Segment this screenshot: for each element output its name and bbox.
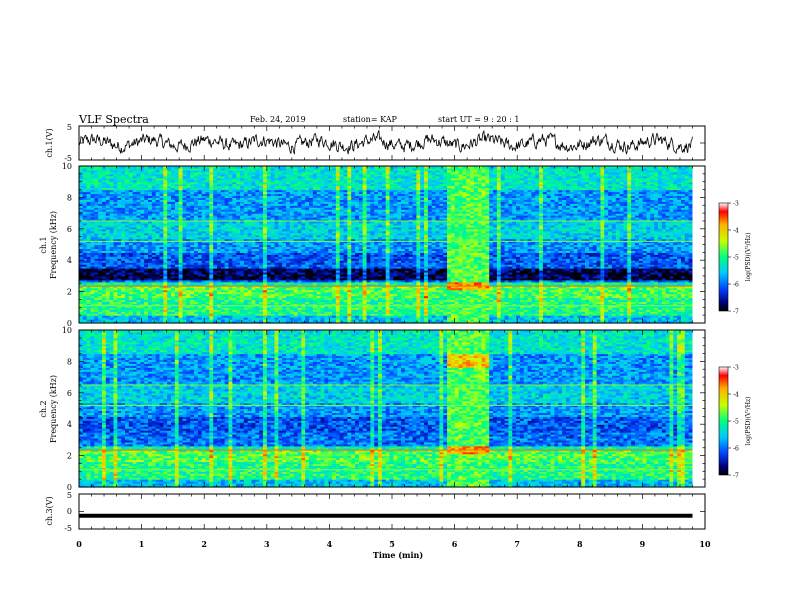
vlf-spectra-figure: VLF Spectra Feb. 24, 2019 station= KAP s… (0, 0, 792, 612)
ch1-ytick-top: 5 (67, 123, 72, 132)
ch1-spectrogram-heatmap (79, 166, 705, 324)
ch1-waveform-ylabel: ch.1(V) (45, 128, 54, 157)
station-label: station= KAP (343, 115, 398, 124)
start-time-label: start UT = 9 : 20 : 1 (438, 115, 519, 124)
date-label: Feb. 24, 2019 (250, 115, 306, 124)
ch1-waveform-panel: 5 -5 ch.1(V) (45, 123, 705, 163)
figure-title: VLF Spectra (78, 113, 149, 126)
